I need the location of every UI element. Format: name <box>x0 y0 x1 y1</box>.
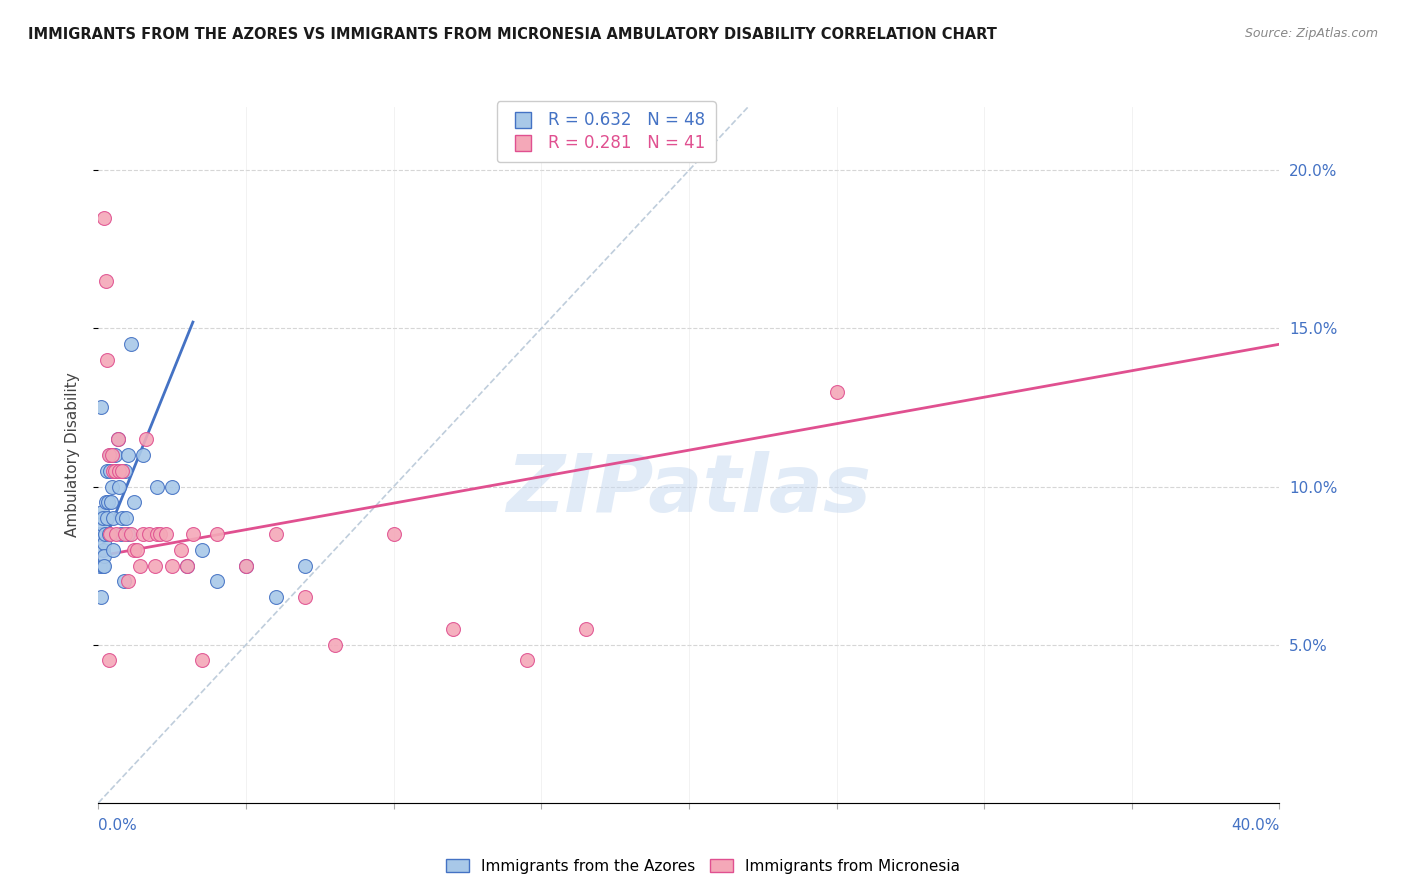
Point <box>90 591 112 605</box>
Point <box>96 464 118 478</box>
Point <box>122 495 145 509</box>
Point <box>382 527 405 541</box>
Point <box>235 558 257 573</box>
Point <box>94 274 117 288</box>
Point <box>91 542 114 557</box>
Point <box>117 527 139 541</box>
Point <box>91 517 114 532</box>
Point <box>205 574 228 589</box>
Point <box>120 527 142 541</box>
Point <box>98 527 121 541</box>
Point <box>89 527 111 541</box>
Point <box>97 495 120 509</box>
Point <box>103 464 125 478</box>
Point <box>105 464 128 478</box>
Point <box>235 558 257 573</box>
Point <box>122 542 145 557</box>
Point <box>111 464 134 478</box>
Point <box>103 511 125 525</box>
Text: 0.0%: 0.0% <box>98 818 138 832</box>
Point <box>90 527 112 541</box>
Point <box>98 464 121 478</box>
Text: ZIPatlas: ZIPatlas <box>506 450 872 529</box>
Point <box>114 464 136 478</box>
Point <box>105 527 128 541</box>
Point <box>132 527 155 541</box>
Point <box>91 505 114 519</box>
Point <box>135 432 157 446</box>
Point <box>111 511 134 525</box>
Point <box>205 527 228 541</box>
Point <box>100 448 122 462</box>
Point <box>97 527 120 541</box>
Point <box>107 432 129 446</box>
Point <box>89 558 111 573</box>
Point <box>107 432 129 446</box>
Point <box>108 464 131 478</box>
Point <box>97 653 120 667</box>
Point <box>155 527 177 541</box>
Point <box>120 337 142 351</box>
Point <box>93 211 115 225</box>
Point <box>176 558 198 573</box>
Point <box>162 479 183 493</box>
Legend: Immigrants from the Azores, Immigrants from Micronesia: Immigrants from the Azores, Immigrants f… <box>440 853 966 880</box>
Point <box>138 527 160 541</box>
Point <box>91 511 114 525</box>
Point <box>90 401 112 415</box>
Point <box>98 448 121 462</box>
Point <box>264 591 287 605</box>
Point <box>264 527 287 541</box>
Y-axis label: Ambulatory Disability: Ambulatory Disability <box>65 373 80 537</box>
Point <box>516 653 538 667</box>
Text: Source: ZipAtlas.com: Source: ZipAtlas.com <box>1244 27 1378 40</box>
Point <box>97 448 120 462</box>
Point <box>108 479 131 493</box>
Text: IMMIGRANTS FROM THE AZORES VS IMMIGRANTS FROM MICRONESIA AMBULATORY DISABILITY C: IMMIGRANTS FROM THE AZORES VS IMMIGRANTS… <box>28 27 997 42</box>
Point <box>93 549 115 563</box>
Point <box>100 479 122 493</box>
Point <box>191 542 214 557</box>
Point <box>100 495 122 509</box>
Point <box>181 527 204 541</box>
Point <box>117 574 139 589</box>
Point <box>294 558 316 573</box>
Point <box>170 542 193 557</box>
Point <box>94 495 117 509</box>
Point <box>101 542 124 557</box>
Point <box>574 622 596 636</box>
Point <box>125 542 148 557</box>
Point <box>93 558 115 573</box>
Point <box>146 527 169 541</box>
Point <box>176 558 198 573</box>
Point <box>90 511 112 525</box>
Point <box>149 527 172 541</box>
Point <box>146 479 169 493</box>
Point <box>825 384 848 399</box>
Point <box>96 353 118 368</box>
Point <box>91 558 114 573</box>
Point <box>323 638 346 652</box>
Point <box>112 574 135 589</box>
Point <box>117 448 139 462</box>
Point <box>110 527 132 541</box>
Legend: R = 0.632   N = 48, R = 0.281   N = 41: R = 0.632 N = 48, R = 0.281 N = 41 <box>496 102 716 162</box>
Point <box>132 448 155 462</box>
Point <box>93 536 115 550</box>
Point <box>143 558 166 573</box>
Point <box>128 558 150 573</box>
Point <box>441 622 464 636</box>
Text: 40.0%: 40.0% <box>1232 818 1279 832</box>
Point <box>96 511 118 525</box>
Point <box>115 511 138 525</box>
Point <box>191 653 214 667</box>
Point <box>94 527 117 541</box>
Point <box>294 591 316 605</box>
Point <box>104 448 127 462</box>
Point <box>104 464 127 478</box>
Point <box>114 527 136 541</box>
Point <box>162 558 183 573</box>
